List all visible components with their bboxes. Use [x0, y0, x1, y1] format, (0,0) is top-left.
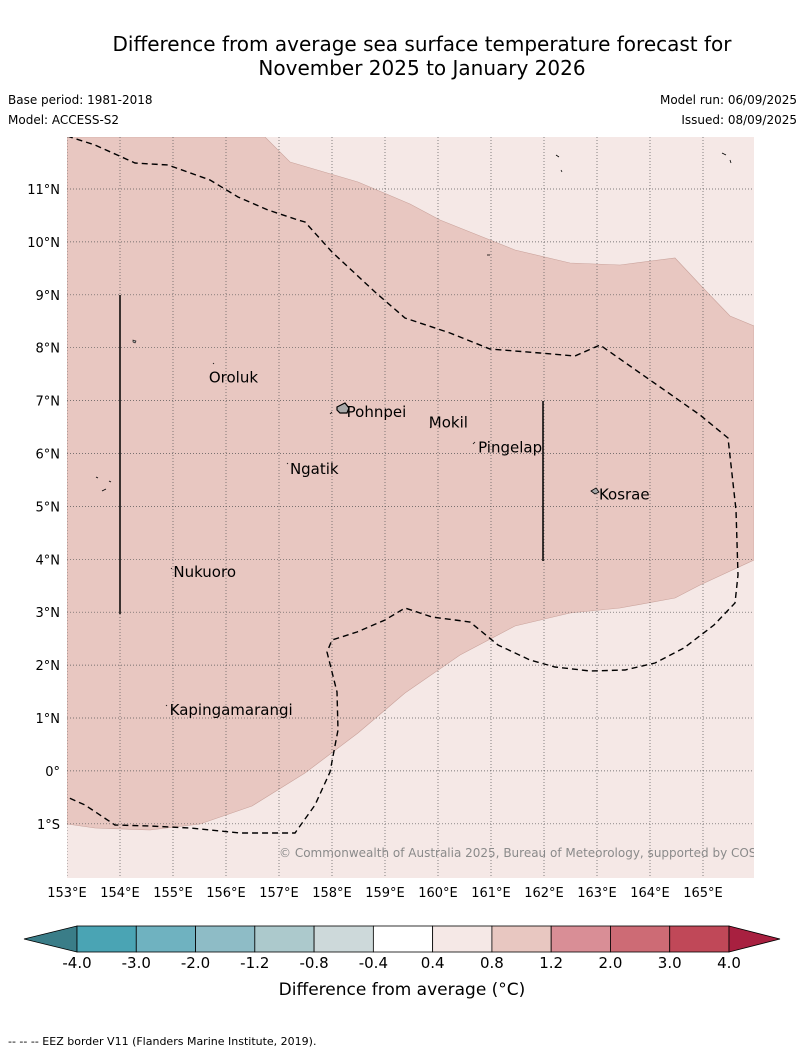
lon-tick-label: 153°E [47, 886, 87, 901]
lon-tick-label: 156°E [206, 886, 246, 901]
colorbar-tick-label: -2.0 [181, 954, 210, 972]
map-grid [67, 137, 754, 878]
colorbar-tick-label: 2.0 [599, 954, 623, 972]
pohnpei-island[interactable] [336, 402, 350, 414]
colorbar-tick-label: -0.4 [359, 954, 388, 972]
colorbar-bin [610, 925, 671, 953]
colorbar-bin [550, 925, 611, 953]
lon-tick-label: 162°E [524, 886, 564, 901]
model-run: Model run: 06/09/2025 [659, 93, 797, 107]
lon-tick-label: 161°E [471, 886, 511, 901]
colorbar-tick-label: -3.0 [122, 954, 151, 972]
copyright-text: © Commonwealth of Australia 2025, Bureau… [279, 846, 784, 860]
eez-footnote: -- -- -- EEZ border V11 (Flanders Marine… [8, 1035, 317, 1048]
place-labels: Oroluk Pohnpei Mokil Pingelap Ngatik Kosrae Nu… [170, 369, 650, 719]
colorbar-bin [372, 925, 434, 953]
place-label-nukuoro[interactable]: Nukuoro [173, 563, 236, 581]
colorbar: -4.0 -3.0 -2.0 -1.2 -0.8 -0.4 0.4 0.8 1.2 2.0 3.0 4… [23, 925, 781, 972]
lat-tick-label: 1°S [37, 818, 60, 833]
lon-tick-label: 158°E [312, 886, 352, 901]
colorbar-bin [195, 925, 256, 953]
colorbar-tick-label: 0.8 [480, 954, 504, 972]
lat-tick-label: 1°N [36, 712, 61, 727]
colorbar-tick-label: 1.2 [539, 954, 563, 972]
kosrae-island[interactable] [590, 487, 600, 495]
colorbar-bin [313, 925, 374, 953]
lon-tick-label: 157°E [259, 886, 299, 901]
colorbar-bin [432, 925, 493, 953]
lat-tick-label: 4°N [36, 553, 61, 568]
title-line-1: Difference from average sea surface temp… [112, 32, 732, 56]
colorbar-tick-label: -0.8 [299, 954, 328, 972]
lat-tick-label: 2°N [36, 659, 61, 674]
lon-tick-label: 159°E [365, 886, 405, 901]
colorbar-max-arrow [728, 925, 781, 953]
base-period: Base period: 1981-2018 [8, 93, 153, 107]
lat-tick-label: 5°N [36, 500, 61, 515]
place-label-oroluk[interactable]: Oroluk [209, 369, 258, 387]
colorbar-bin [254, 925, 315, 953]
lat-tick-label: 8°N [36, 342, 61, 357]
map-title: Difference from average sea surface temp… [40, 32, 804, 80]
colorbar-tick-label: -1.2 [240, 954, 269, 972]
lat-tick-label: 9°N [36, 289, 61, 304]
issued-date: Issued: 08/09/2025 [681, 113, 797, 127]
lon-tick-label: 160°E [418, 886, 458, 901]
lon-tick-label: 164°E [630, 886, 670, 901]
place-label-kosrae[interactable]: Kosrae [599, 485, 650, 503]
islet-west [132, 339, 137, 344]
colorbar-tick-label: 3.0 [658, 954, 682, 972]
colorbar-bin [76, 925, 137, 953]
colorbar-bin [491, 925, 552, 953]
anomaly-0.8-1.2-region [67, 137, 754, 831]
axis-labels: 153°E 154°E 155°E 156°E 157°E 158°E 159°E 160°E… [27, 183, 723, 901]
lat-tick-label: 3°N [36, 606, 61, 621]
eez-border-line [67, 137, 739, 834]
colorbar-bin [669, 925, 730, 953]
lat-tick-label: 11°N [27, 183, 60, 198]
colorbar-tick-label: 0.4 [421, 954, 445, 972]
map-area[interactable]: Oroluk Pohnpei Mokil Pingelap Ngatik Kosrae Nu… [67, 136, 784, 878]
lat-tick-label: 10°N [27, 236, 60, 251]
lat-tick-label: 7°N [36, 395, 61, 410]
lat-tick-label: 0° [45, 765, 60, 780]
place-label-mokil[interactable]: Mokil [429, 414, 468, 432]
colorbar-tick-label: -4.0 [62, 954, 91, 972]
colorbar-label: Difference from average (°C) [278, 980, 526, 1000]
colorbar-bin [135, 925, 196, 953]
place-label-pohnpei[interactable]: Pohnpei [347, 403, 407, 421]
lon-tick-label: 155°E [153, 886, 193, 901]
lat-tick-label: 6°N [36, 448, 61, 463]
colorbar-min-arrow [23, 925, 78, 953]
title-line-2: November 2025 to January 2026 [258, 56, 586, 80]
place-label-pingelap[interactable]: Pingelap [478, 438, 542, 456]
lon-tick-label: 163°E [577, 886, 617, 901]
place-label-kapingamarangi[interactable]: Kapingamarangi [170, 701, 293, 719]
place-label-ngatik[interactable]: Ngatik [290, 460, 339, 478]
colorbar-tick-label: 4.0 [717, 954, 741, 972]
small-islets [95, 152, 732, 707]
model-name: Model: ACCESS-S2 [8, 113, 120, 127]
lon-tick-label: 154°E [100, 886, 140, 901]
lon-tick-label: 165°E [683, 886, 723, 901]
